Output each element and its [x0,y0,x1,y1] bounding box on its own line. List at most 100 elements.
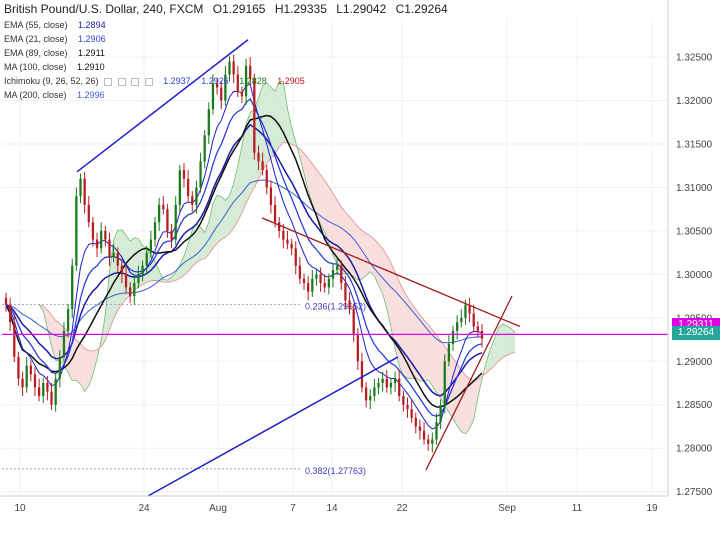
candle-body [37,387,41,397]
fib-label: 0.236(1.29652) [305,302,366,312]
candle-body [307,283,310,292]
candle-body [95,239,99,249]
indicator-value: 1.2906 [78,34,106,44]
candle-body [286,239,289,244]
time-tick-label: 11 [572,503,583,514]
candle-body [327,278,330,288]
low-value: L1.29042 [336,2,387,16]
candle-body [364,387,368,401]
candle-body [62,330,66,357]
time-tick-label: 10 [14,503,26,514]
price-axis: 1.32500 1.32000 1.31500 1.31000 1.30500 1.300… [667,0,713,498]
candle-body [182,170,186,179]
cloud-segment [92,349,98,375]
open-value: O1.29165 [212,2,266,16]
candle-body [116,252,119,266]
settings-icon[interactable] [131,77,140,86]
candle-body [244,65,248,97]
candle-body [232,61,235,75]
cloud-segment [378,243,383,294]
candle-body [137,274,140,284]
indicator-value-4: 1.2905 [277,76,305,86]
cloud-segment [84,348,89,392]
candle-body [340,265,343,284]
candlesticks [4,54,484,453]
cloud-segment [502,323,507,358]
trend-lines [76,39,521,497]
cloud-segment [370,235,375,277]
candle-body [104,230,107,240]
indicator-legend-ema89[interactable]: EMA (89, close) 1.2911 [4,48,105,58]
cloud-segment [411,303,416,379]
cloud-segment [208,203,213,255]
fib-label: 0.382(1.27763) [305,466,366,476]
cloud-segment [465,375,470,434]
indicator-value-2: 1.2926 [201,76,229,86]
indicator-label: EMA (89, close) [4,48,68,58]
cloud-segment [229,183,234,234]
indicator-legend-ema55[interactable]: EMA (55, close) 1.2894 [4,20,106,30]
indicator-label: EMA (21, close) [4,34,68,44]
cloud-segment [200,227,205,261]
candle-body [356,335,359,362]
candle-body [344,283,347,301]
candle-body [418,426,422,431]
price-tick-label: 1.30000 [676,270,713,281]
price-tick-label: 1.28500 [676,400,713,411]
indicator-legend-ichimoku[interactable]: Ichimoku (9, 26, 52, 26) 1.2937 1.2926 1… [4,76,305,86]
candle-body [257,152,260,162]
cloud-segment [204,222,209,259]
cloud-segment [212,195,218,249]
price-tick-label: 1.31000 [676,183,713,194]
cloud-segment [361,230,367,280]
candle-body [83,178,86,205]
candle-body [414,417,417,427]
cloud-segment [473,379,478,420]
candle-body [302,278,306,284]
candle-body [236,74,239,92]
cloud-segment [179,255,184,279]
settings-icon[interactable] [104,77,113,86]
candle-body [124,274,128,288]
candle-body [352,309,355,336]
indicator-legend-ma100[interactable]: MA (100, close) 1.2910 [4,62,105,72]
cloud-segment [432,329,437,393]
candle-body [224,74,227,101]
time-tick-label: Sep [498,503,516,514]
cloud-segment [498,323,503,362]
cloud-segment [130,237,135,296]
symbol-title: British Pound/U.S. Dollar, 240, FXCM [4,2,204,16]
cloud-segment [320,174,325,232]
candle-body [4,297,8,305]
cloud-segment [55,320,60,361]
settings-icon[interactable] [117,77,126,86]
cloud-segment [225,195,230,238]
candle-body [100,230,103,249]
candle-body [377,383,380,388]
cloud-segment [192,223,197,267]
candle-body [91,222,95,240]
candle-body [120,265,124,275]
candle-body [162,204,165,210]
last-price-tag: 1.29264 [672,326,720,340]
cloud-segment [171,272,176,282]
indicator-legend-ema21[interactable]: EMA (21, close) 1.2906 [4,34,106,44]
settings-icon[interactable] [144,77,153,86]
cloud-segment [419,315,425,382]
candle-body [398,378,401,397]
candle-body [228,61,231,75]
candle-body [199,161,202,188]
time-tick-label: 14 [326,503,338,514]
cloud-segment [196,223,201,263]
candle-body [406,404,409,410]
candle-body [348,300,351,310]
candle-body [207,109,210,136]
candle-body [71,265,74,310]
cloud-segment [47,309,52,347]
cloud-segment [275,81,280,154]
candle-body [402,396,405,405]
indicator-legend-ma200[interactable]: MA (200, close) 1.2996 [4,90,105,100]
cloud-segment [506,326,511,356]
price-tick-label: 1.32000 [676,96,713,107]
